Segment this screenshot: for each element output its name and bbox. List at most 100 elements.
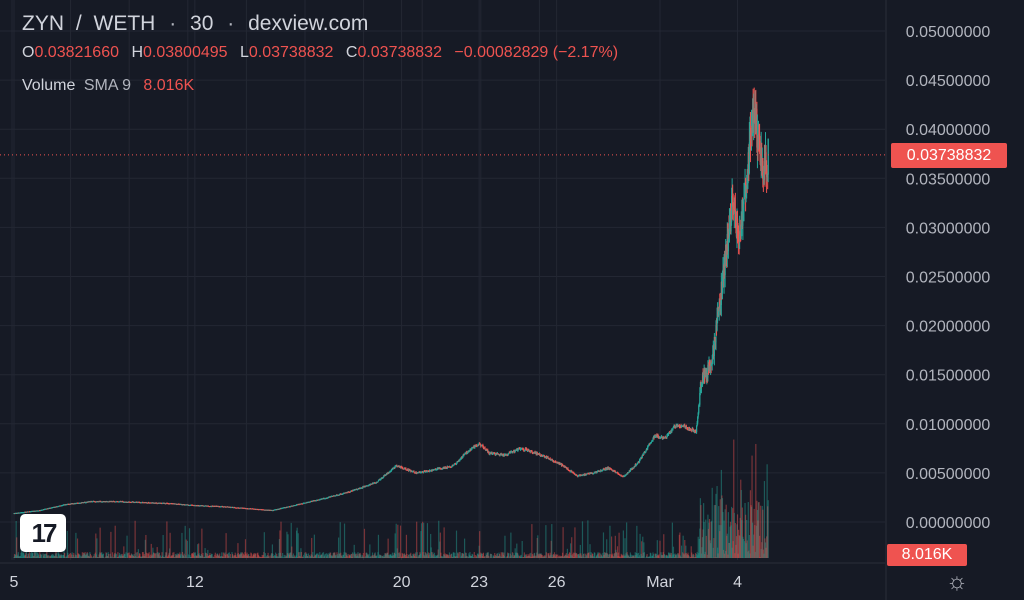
candle-body [655,436,657,438]
candle-body [683,426,685,428]
volume-bar [263,552,265,558]
volume-bar [54,553,57,558]
volume-bar [500,552,502,558]
volume-bar [166,521,168,558]
volume-bar [202,552,204,558]
volume-bar [503,552,505,558]
candle-body [685,426,687,428]
volume-bar [450,553,452,558]
volume-bar [426,553,428,558]
time-axis[interactable]: 5 12 20 23 26 Mar 4 [0,562,885,591]
volume-bar [195,555,198,558]
candle-body [389,471,391,473]
volume-bar [590,552,592,558]
volume-bar [395,553,397,558]
volume-bar [512,553,514,558]
price-axis[interactable]: 0.000000000.005000000.010000000.01500000… [885,0,990,600]
volume-bar [479,531,481,558]
gear-icon[interactable]: ☼ [946,568,968,595]
volume-bar [405,556,407,558]
volume-bar [45,553,47,558]
volume-bar [50,555,52,558]
volume-bar [624,555,627,558]
candle-body [666,435,668,438]
volume-bar [602,552,604,558]
candle-body [525,448,528,450]
volume-bar [371,552,374,558]
candle-body [368,485,370,487]
volume-bar [670,554,672,558]
candle-body [480,444,482,447]
volume-bar [592,554,594,558]
volume-bar [487,552,489,558]
volume-bar [627,554,629,558]
volume-bar [336,554,339,558]
volume-bar [674,553,676,558]
volume-bar [475,555,478,558]
volume-bar [174,554,177,558]
candle-body [740,224,742,237]
volume-bar [701,537,704,558]
volume-bar [54,555,56,558]
candle-body [714,336,716,340]
volume-bar [540,553,542,558]
volume-bar [197,554,199,558]
candle-body [377,480,380,482]
volume-bar [362,556,364,558]
volume-bar [255,557,257,558]
tradingview-logo-icon[interactable]: 17 [20,514,66,552]
volume-bar [64,553,66,558]
volume-bar [120,553,122,558]
volume-bar [528,555,530,558]
volume-bar [410,552,412,558]
volume-bar [103,557,105,558]
change-value: −0.00082829 (−2.17%) [454,44,619,61]
volume-bar [332,553,334,558]
volume-bar [682,552,684,558]
last-price-tag: 0.03738832 [891,143,1007,168]
volume-bar [78,553,80,558]
volume-bar [149,557,151,558]
volume-bar [421,521,424,558]
volume-bar [255,553,257,558]
volume-bar [485,553,487,558]
volume-bar [226,554,228,558]
volume-bar [40,554,43,558]
volume-bar [688,555,690,558]
volume-bar [417,557,419,558]
volume-bar [619,556,621,558]
volume-bar [624,538,626,558]
volume-bar [358,553,360,558]
candle-body [457,461,459,463]
volume-bar [417,556,419,558]
volume-bar [555,554,557,558]
volume-bar [237,543,239,558]
volume-bar [102,553,104,558]
volume-bar [282,557,284,558]
volume-bar [448,552,451,558]
volume-legend: Volume SMA 9 8.016K [22,77,194,95]
candle-body [716,317,718,331]
volume-bar [711,520,713,558]
volume-bar [630,554,632,558]
volume-bar [84,552,86,558]
volume-bar [206,553,208,558]
volume-bar [507,552,509,558]
candle-body [531,450,533,453]
volume-bar [556,554,558,558]
volume-bar [428,554,430,558]
volume-bar [159,555,162,558]
volume-bar [38,557,40,558]
volume-sma-label: SMA 9 [83,77,131,94]
volume-bar [612,553,614,558]
volume-bar [705,519,707,558]
volume-bar [239,554,241,558]
volume-bar [35,556,37,558]
volume-bar [620,553,622,558]
volume-bar [159,556,161,558]
time-tick-label: 4 [733,574,742,591]
volume-bar [623,554,625,558]
volume-bar [621,555,623,558]
volume-bar [369,544,371,558]
